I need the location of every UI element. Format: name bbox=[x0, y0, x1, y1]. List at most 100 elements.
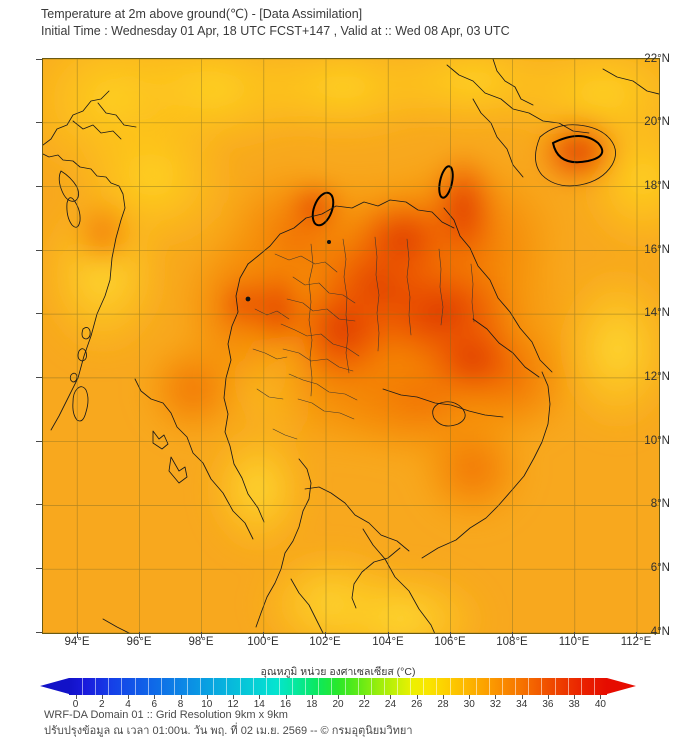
colorbar-segment-divider bbox=[305, 678, 307, 695]
colorbar: อุณหภูมิ หน่วย องศาเซลเซียส (°C) 0 2 4 6 8 10… bbox=[0, 663, 676, 713]
isotherm-contours bbox=[311, 135, 604, 227]
colorbar-tick bbox=[390, 695, 392, 699]
colorbar-tick-label: 30 bbox=[463, 699, 475, 710]
colorbar-tick-label: 16 bbox=[279, 699, 292, 710]
colorbar-segment-divider bbox=[265, 678, 267, 695]
colorbar-tick bbox=[233, 695, 235, 699]
station-marker bbox=[245, 296, 251, 302]
colorbar-tick-label: 32 bbox=[489, 699, 502, 710]
colorbar-segment-divider bbox=[397, 678, 399, 695]
colorbar-segment-divider bbox=[134, 678, 136, 695]
colorbar-segment-divider bbox=[502, 678, 504, 695]
xtick-label: 104°E bbox=[372, 636, 404, 648]
ytick-label: 8°N bbox=[650, 498, 670, 510]
colorbar-segment-divider bbox=[567, 678, 569, 695]
colorbar-segment-divider bbox=[160, 678, 162, 695]
colorbar-tick-label: 2 bbox=[99, 699, 105, 710]
page-title: Temperature at 2m above ground(℃) - [Dat… bbox=[41, 6, 661, 40]
colorbar-segment-divider bbox=[95, 678, 97, 695]
colorbar-high-extend-arrow bbox=[607, 678, 636, 694]
colorbar-segment-divider bbox=[173, 678, 175, 695]
colorbar-segment-divider bbox=[82, 678, 84, 695]
temperature-field bbox=[43, 59, 659, 633]
colorbar-segment-divider bbox=[410, 678, 412, 695]
colorbar-tick-label: 4 bbox=[125, 699, 131, 710]
colorbar-segment-divider bbox=[423, 678, 425, 695]
colorbar-segment-divider bbox=[370, 678, 372, 695]
colorbar-strip[interactable] bbox=[40, 678, 636, 695]
title-line-secondary: Initial Time : Wednesday 01 Apr, 18 UTC … bbox=[41, 24, 510, 38]
colorbar-segment-divider bbox=[213, 678, 215, 695]
colorbar-tick bbox=[600, 695, 602, 699]
colorbar-segment-divider bbox=[278, 678, 280, 695]
colorbar-tick bbox=[180, 695, 182, 699]
footer-model-info: WRF-DA Domain 01 :: Grid Resolution 9km … bbox=[44, 709, 288, 721]
colorbar-tick bbox=[338, 695, 339, 699]
colorbar-tick bbox=[285, 695, 287, 699]
colorbar-segment-divider bbox=[226, 678, 228, 695]
xtick-label: 98°E bbox=[188, 636, 214, 648]
colorbar-segment-divider bbox=[593, 678, 595, 695]
colorbar-segment-divider bbox=[436, 678, 438, 695]
colorbar-gradient bbox=[69, 678, 607, 695]
colorbar-tick bbox=[75, 695, 77, 699]
colorbar-segment-divider bbox=[475, 678, 477, 695]
colorbar-title: อุณหภูมิ หน่วย องศาเซลเซียส (°C) bbox=[260, 666, 416, 678]
ytick-label: 14°N bbox=[644, 307, 670, 319]
map-plot-area[interactable] bbox=[42, 58, 660, 634]
colorbar-segment-divider bbox=[449, 678, 451, 695]
colorbar-segment-dividers bbox=[69, 678, 607, 695]
ytick-label: 20°N bbox=[644, 116, 670, 128]
colorbar-tick-label: 38 bbox=[568, 699, 580, 710]
colorbar-tick bbox=[495, 695, 497, 699]
colorbar-tick bbox=[469, 695, 471, 699]
xtick-label: 108°E bbox=[496, 636, 528, 648]
colorbar-tick bbox=[206, 695, 208, 699]
ytick-label: 6°N bbox=[650, 562, 670, 574]
colorbar-low-extend-arrow bbox=[40, 678, 69, 694]
colorbar-tick bbox=[101, 695, 103, 699]
station-marker bbox=[327, 240, 331, 244]
colorbar-segment-divider bbox=[108, 678, 110, 695]
footer-update-credit: ปรับปรุงข้อมูล ณ เวลา 01:00น. วัน พฤ. ที… bbox=[44, 725, 413, 737]
colorbar-tick-label: 40 bbox=[594, 699, 606, 710]
graticule-grid bbox=[43, 59, 659, 633]
colorbar-tick-label: 18 bbox=[306, 699, 318, 710]
ytick-label: 22°N bbox=[644, 53, 670, 65]
colorbar-tick-label: 26 bbox=[411, 699, 423, 710]
xtick-label: 110°E bbox=[558, 636, 590, 648]
colorbar-tick-label: 28 bbox=[437, 699, 449, 710]
colorbar-segment-divider bbox=[147, 678, 149, 695]
colorbar-segment-divider bbox=[541, 678, 543, 695]
colorbar-segment-divider bbox=[187, 678, 189, 695]
colorbar-segment-divider bbox=[580, 678, 582, 695]
colorbar-segment-divider bbox=[515, 678, 517, 695]
colorbar-tick bbox=[364, 695, 366, 699]
xtick-label: 112°E bbox=[620, 636, 652, 648]
colorbar-segment-divider bbox=[488, 678, 490, 695]
colorbar-tick bbox=[154, 695, 156, 699]
title-line-primary: Temperature at 2m above ground(℃) - [Dat… bbox=[41, 7, 363, 21]
colorbar-tick bbox=[128, 695, 130, 699]
colorbar-segment-divider bbox=[462, 678, 464, 695]
colorbar-ticks: 0 2 4 6 8 10 12 14 16 18 20 22 24 26 28 30 32 34 36 38 40 bbox=[69, 695, 607, 710]
colorbar-tick-label: 10 bbox=[201, 699, 213, 710]
colorbar-segment-divider bbox=[528, 678, 530, 695]
colorbar-segment-divider bbox=[383, 678, 385, 695]
temperature-map-figure: 22°N 20°N 18°N 16°N 14°N 12°N 10°N 8°N 6… bbox=[36, 53, 670, 648]
footer: WRF-DA Domain 01 :: Grid Resolution 9km … bbox=[44, 707, 664, 739]
xtick-label: 96°E bbox=[126, 636, 152, 648]
ytick-label: 10°N bbox=[644, 435, 670, 447]
colorbar-tick-label: 6 bbox=[151, 699, 158, 710]
colorbar-segment-divider bbox=[318, 678, 320, 695]
colorbar-segment-divider bbox=[239, 678, 241, 695]
colorbar-segment-divider bbox=[554, 678, 556, 695]
colorbar-segment-divider bbox=[292, 678, 294, 695]
ytick-label: 12°N bbox=[644, 371, 670, 383]
colorbar-tick-label: 14 bbox=[253, 699, 265, 710]
xtick-label: 106°E bbox=[434, 636, 466, 648]
colorbar-tick bbox=[416, 695, 418, 699]
colorbar-tick-label: 20 bbox=[332, 699, 344, 710]
xtick-label: 102°E bbox=[309, 636, 341, 648]
xtick-label: 94°E bbox=[64, 636, 90, 648]
